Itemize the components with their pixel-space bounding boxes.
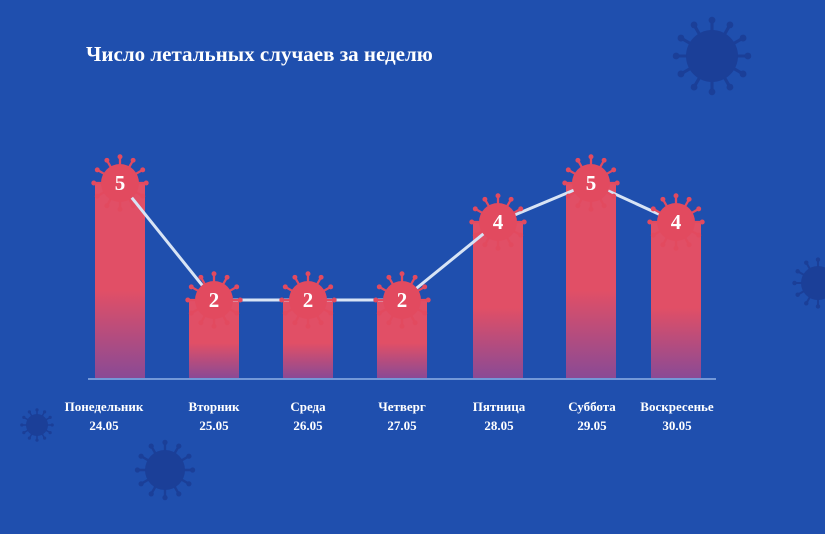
x-tick-label-day: Четверг xyxy=(378,399,426,414)
x-tick-label-date: 26.05 xyxy=(293,418,323,433)
virus-icon xyxy=(91,154,149,212)
x-tick-label-date: 27.05 xyxy=(387,418,417,433)
virus-icon xyxy=(647,193,705,251)
data-label: 5 xyxy=(586,171,597,195)
bars xyxy=(95,183,701,378)
virus-icon xyxy=(562,154,620,212)
x-tick-labels: Понедельник 24.05 Вторник 25.05 Среда 26.05 Че… xyxy=(65,399,714,433)
x-tick-label-date: 25.05 xyxy=(199,418,229,433)
data-label: 5 xyxy=(115,171,126,195)
bar xyxy=(566,183,616,378)
virus-icon xyxy=(185,271,243,329)
data-label: 2 xyxy=(303,288,314,312)
background-decoration xyxy=(20,16,825,501)
x-tick-label-day: Понедельник xyxy=(65,399,144,414)
x-tick-label-day: Пятница xyxy=(473,399,526,414)
data-label: 4 xyxy=(671,210,682,234)
x-tick-label-date: 30.05 xyxy=(662,418,692,433)
virus-icon xyxy=(373,271,431,329)
chart-title: Число летальных случаев за неделю xyxy=(86,42,433,66)
x-tick-label-day: Вторник xyxy=(188,399,240,414)
virus-icon xyxy=(134,439,196,501)
x-tick-label-day: Воскресенье xyxy=(640,399,714,414)
virus-icon xyxy=(20,408,54,442)
data-label: 2 xyxy=(209,288,220,312)
virus-icon xyxy=(279,271,337,329)
data-label: 2 xyxy=(397,288,408,312)
virus-icon xyxy=(672,16,752,96)
virus-icon xyxy=(792,257,825,309)
data-label: 4 xyxy=(493,210,504,234)
x-tick-label-date: 28.05 xyxy=(484,418,514,433)
x-tick-label-day: Суббота xyxy=(568,399,616,414)
virus-icon xyxy=(469,193,527,251)
x-tick-label-date: 24.05 xyxy=(89,418,119,433)
x-tick-label-day: Среда xyxy=(290,399,326,414)
bar xyxy=(95,183,145,378)
x-tick-label-date: 29.05 xyxy=(577,418,607,433)
markers: 5 2 2 2 4 5 4 xyxy=(91,154,705,329)
